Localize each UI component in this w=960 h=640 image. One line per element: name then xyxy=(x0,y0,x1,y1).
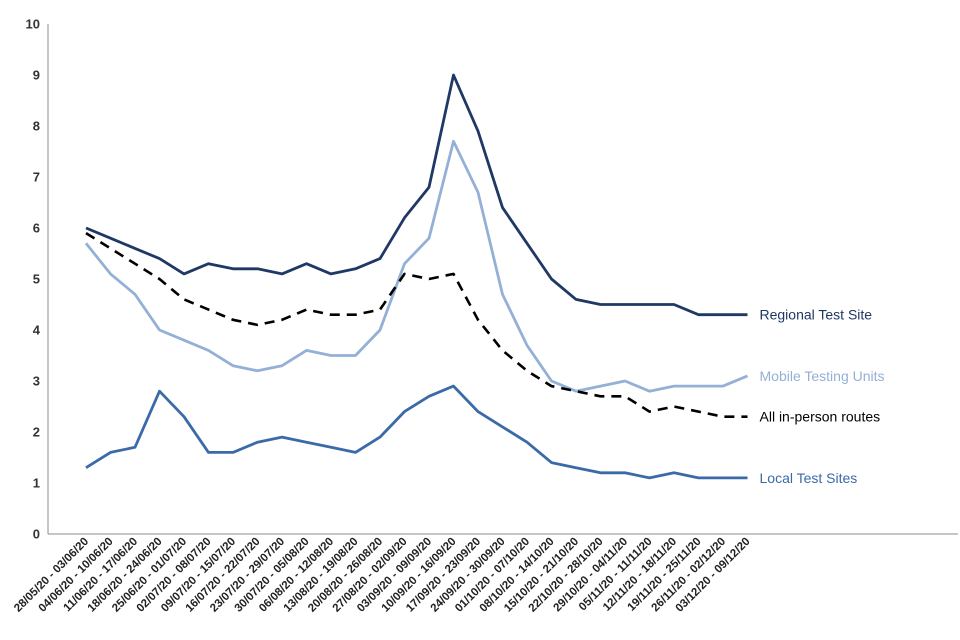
series-lines xyxy=(84,73,749,480)
y-tick-label: 5 xyxy=(33,272,40,287)
series-label: Regional Test Site xyxy=(760,307,873,323)
y-tick-label: 9 xyxy=(33,68,40,83)
series-line-mobile-testing-units xyxy=(84,139,749,393)
y-tick-label: 1 xyxy=(33,476,40,491)
series-label: Local Test Sites xyxy=(760,470,858,486)
y-tick-label: 10 xyxy=(26,17,40,32)
series-line-regional-test-site xyxy=(85,73,748,317)
series-line-all-in-person-routes xyxy=(85,231,748,419)
series-line-local-test-sites xyxy=(85,384,748,480)
series-labels: Regional Test Site Mobile Testing Units Al… xyxy=(760,307,885,486)
y-tick-label: 2 xyxy=(33,425,40,440)
y-tick-label: 8 xyxy=(33,119,40,134)
y-tick-label: 4 xyxy=(33,323,41,338)
y-tick-label: 6 xyxy=(33,221,40,236)
y-axis: 0 1 2 3 4 5 6 7 8 9 10 xyxy=(26,17,49,542)
y-tick-label: 7 xyxy=(33,170,40,185)
y-tick-label: 0 xyxy=(33,527,40,542)
series-label: All in-person routes xyxy=(760,409,881,425)
y-tick-label: 3 xyxy=(33,374,40,389)
series-label: Mobile Testing Units xyxy=(760,368,885,384)
